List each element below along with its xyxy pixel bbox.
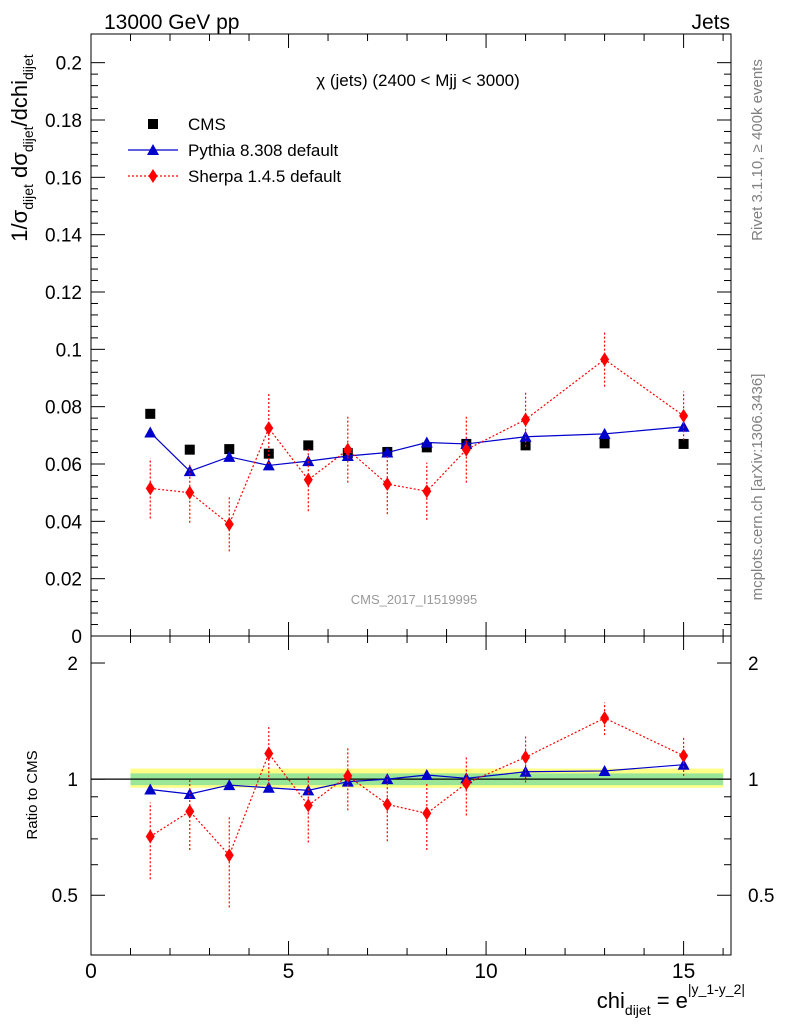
- y-tick-label: 0.06: [45, 455, 82, 476]
- main-sherpa-1-4-5-default-point: [521, 412, 531, 427]
- x-tick-label: 5: [283, 960, 295, 983]
- ratio-sherpa-1-4-5-default-point: [224, 848, 234, 863]
- y-tick-label: 0.12: [45, 283, 82, 304]
- main-pythia-8-308-default-point: [381, 446, 394, 458]
- main-cms-point: [303, 440, 314, 451]
- main-sherpa-1-4-5-default-point: [422, 484, 432, 499]
- ratio-y-tick-label: 1: [67, 770, 78, 791]
- y-tick-label: 0.2: [56, 54, 82, 75]
- ratio-sherpa-1-4-5-default-point: [461, 776, 471, 791]
- legend-marker: [148, 169, 158, 183]
- ratio-pythia-8-308-default-point: [262, 781, 275, 793]
- main-pythia-8-308-default-line: [149, 426, 684, 472]
- ratio-pythia-8-308-default-point: [677, 758, 690, 770]
- main-pythia-8-308-default-point: [598, 427, 611, 439]
- main-cms-point: [184, 444, 195, 455]
- ratio-pythia-8-308-default-point: [144, 783, 157, 795]
- ratio-sherpa-1-4-5-default-point: [185, 804, 195, 819]
- ratio-pythia-8-308-default-point: [381, 773, 394, 785]
- main-cms-point: [599, 438, 610, 449]
- ratio-pythia-8-308-default-line: [150, 764, 684, 795]
- main-sherpa-1-4-5-default-line: [150, 358, 684, 526]
- x-tick-label: 10: [474, 960, 497, 983]
- rivet-label: Rivet 3.1.10, ≥ 400k events: [749, 59, 766, 241]
- main-cms-point: [145, 408, 156, 419]
- legend-marker: [148, 119, 158, 129]
- ratio-sherpa-1-4-5-default-line: [149, 717, 684, 857]
- main-sherpa-1-4-5-default-point: [303, 472, 313, 487]
- legend-label: CMS: [188, 115, 226, 134]
- ratio-sherpa-1-4-5-default-point: [422, 806, 432, 821]
- ratio-sherpa-1-4-5-default-point: [679, 748, 689, 763]
- y-tick-label: 0.18: [45, 111, 82, 132]
- main-pythia-8-308-default-point: [519, 430, 532, 442]
- ratio-xlabel: chidijet = e|y_1-y_2|: [597, 981, 745, 1018]
- main-sherpa-1-4-5-default-point: [679, 408, 689, 423]
- header-left: 13000 GeV pp: [104, 11, 239, 34]
- ratio-plot-frame: [90, 635, 732, 956]
- ratio-pythia-8-308-default-point: [420, 768, 433, 780]
- legend-marker: [147, 144, 159, 155]
- ratio-sherpa-1-4-5-default-point: [600, 711, 610, 726]
- ratio-ylabel: Ratio to CMS: [24, 750, 41, 839]
- main-sherpa-1-4-5-default-point: [343, 442, 353, 457]
- main-sherpa-1-4-5-default-point: [185, 485, 195, 500]
- ratio-y-tick-label-right: 1: [748, 770, 759, 791]
- y-tick-label: 0.02: [45, 570, 82, 591]
- y-tick-label: 0.04: [45, 512, 82, 533]
- ratio-y-tick-label: 0.5: [52, 886, 78, 907]
- main-pythia-8-308-default-point: [144, 426, 157, 438]
- watermark: CMS_2017_I1519995: [351, 592, 478, 607]
- main-pythia-8-308-default-point: [262, 459, 275, 471]
- ratio-sherpa-1-4-5-default-point: [145, 829, 155, 844]
- ratio-y-tick-label: 2: [67, 654, 78, 675]
- legend-label: Pythia 8.308 default: [188, 141, 339, 160]
- main-cms-point: [678, 438, 689, 449]
- main-sherpa-1-4-5-default-point: [600, 352, 610, 367]
- ratio-sherpa-1-4-5-default-point: [303, 798, 313, 813]
- header-right: Jets: [691, 11, 730, 34]
- y-tick-label: 0.1: [56, 340, 82, 361]
- ratio-y-tick-label-right: 2: [748, 654, 759, 675]
- main-plot-frame: [90, 33, 732, 637]
- mcplots-label: mcplots.cern.ch [arXiv:1306.3436]: [749, 374, 766, 601]
- ratio-sherpa-1-4-5-default-point: [264, 746, 274, 761]
- main-pythia-8-308-default-point: [420, 436, 433, 448]
- main-sherpa-1-4-5-default-point: [264, 421, 274, 436]
- main-pythia-8-308-default-point: [223, 450, 236, 462]
- x-tick-label: 15: [672, 960, 695, 983]
- ratio-pythia-8-308-default-point: [223, 779, 236, 791]
- legend-label: Sherpa 1.4.5 default: [188, 167, 341, 186]
- ratio-pythia-8-308-default-point: [519, 765, 532, 777]
- ratio-sherpa-1-4-5-default-point: [343, 768, 353, 783]
- main-cms-point: [224, 444, 235, 455]
- y-tick-label: 0.14: [45, 226, 82, 247]
- main-cms-point: [263, 448, 274, 459]
- main-sherpa-1-4-5-default-point: [224, 517, 234, 532]
- x-tick-label: 0: [85, 960, 97, 983]
- main-pythia-8-308-default-point: [302, 455, 315, 467]
- y-tick-label: 0: [71, 627, 82, 648]
- ratio-y-tick-label-right: 0.5: [748, 886, 774, 907]
- ratio-pythia-8-308-default-point: [598, 764, 611, 776]
- main-sherpa-1-4-5-default-point: [382, 477, 392, 492]
- ratio-sherpa-1-4-5-default-point: [382, 797, 392, 812]
- ratio-sherpa-1-4-5-default-point: [521, 750, 531, 765]
- y-tick-label: 0.08: [45, 398, 82, 419]
- y-tick-label: 0.16: [45, 168, 82, 189]
- main-title: χ (jets) (2400 < Mjj < 3000): [316, 71, 520, 90]
- main-sherpa-1-4-5-default-point: [145, 481, 155, 496]
- main-sherpa-1-4-5-default-point: [461, 442, 471, 457]
- main-ylabel: 1/σdijet dσdijet/dchidijet: [7, 54, 36, 242]
